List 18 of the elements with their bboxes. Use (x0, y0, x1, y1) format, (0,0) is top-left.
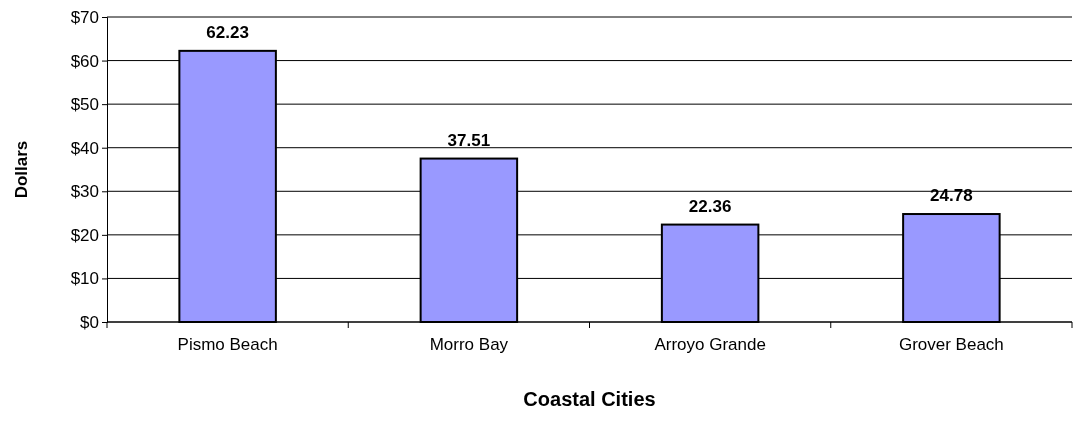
x-tick-label: Arroyo Grande (654, 335, 766, 355)
x-tick-label: Pismo Beach (177, 335, 278, 355)
x-tick-label: Morro Bay (429, 335, 509, 355)
y-tick-label: $20 (70, 225, 99, 245)
data-label: 37.51 (447, 130, 491, 150)
data-label: 24.78 (930, 186, 973, 206)
data-label: 62.23 (206, 22, 249, 42)
y-tick-label: $10 (70, 269, 99, 289)
data-label: 22.36 (688, 196, 732, 216)
y-tick-label: $0 (80, 312, 99, 332)
x-tick-label: Grover Beach (898, 335, 1004, 355)
y-tick-label: $30 (70, 182, 99, 202)
y-tick-label: $50 (70, 95, 99, 115)
y-tick-label: $40 (70, 138, 99, 158)
y-tick-label: $60 (70, 51, 99, 71)
x-axis-title: Coastal Cities (523, 388, 656, 410)
y-axis-title: Dollars (12, 140, 31, 199)
y-tick-label: $70 (70, 7, 99, 27)
